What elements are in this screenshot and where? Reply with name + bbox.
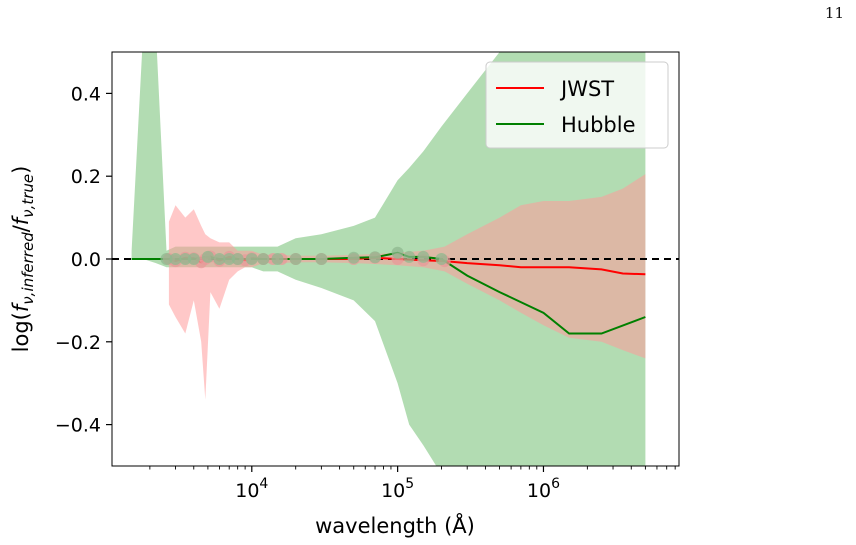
y-tick-label: 0.4 — [71, 83, 101, 105]
legend-label-jwst: JWST — [559, 77, 614, 101]
hubble-point — [417, 250, 430, 263]
hubble-point — [160, 253, 173, 265]
hubble-point — [231, 253, 244, 265]
x-tick-label: 106 — [527, 476, 560, 502]
y-tick-label: 0.2 — [71, 166, 101, 188]
x-tick-label: 104 — [235, 476, 268, 502]
hubble-point — [403, 250, 416, 263]
y-axis-label: log(fν,inferred/fν,true) — [9, 166, 37, 353]
hubble-point — [347, 251, 360, 264]
hubble-point — [179, 253, 192, 265]
hubble-point — [271, 253, 284, 265]
page-number: 11 — [824, 4, 844, 22]
hubble-point — [187, 253, 200, 265]
y-tick-label: 0.0 — [71, 249, 101, 271]
legend-box — [485, 61, 669, 149]
hubble-point — [245, 253, 258, 265]
legend: JWST Hubble — [485, 61, 669, 149]
y-tick-label: −0.4 — [55, 415, 101, 437]
hubble-point — [391, 246, 404, 259]
x-axis-label: wavelength (Å) — [315, 512, 475, 538]
hubble-point — [201, 250, 214, 263]
x-tick-label: 105 — [381, 476, 414, 502]
hubble-point — [223, 253, 236, 265]
jwst-band — [168, 174, 646, 400]
hubble-point — [315, 253, 328, 265]
hubble-point — [369, 251, 381, 264]
x-axis: 104 105 106 — [149, 466, 676, 502]
hubble-point — [257, 253, 270, 265]
data-markers — [160, 246, 451, 269]
hubble-point — [213, 253, 226, 265]
hubble-point — [169, 253, 182, 265]
hubble-point — [435, 253, 448, 265]
hubble-point — [289, 253, 302, 265]
y-axis: 0.4 0.2 0.0 −0.2 −0.4 — [55, 83, 112, 437]
legend-label-hubble: Hubble — [561, 113, 636, 137]
y-tick-label: −0.2 — [55, 332, 101, 354]
